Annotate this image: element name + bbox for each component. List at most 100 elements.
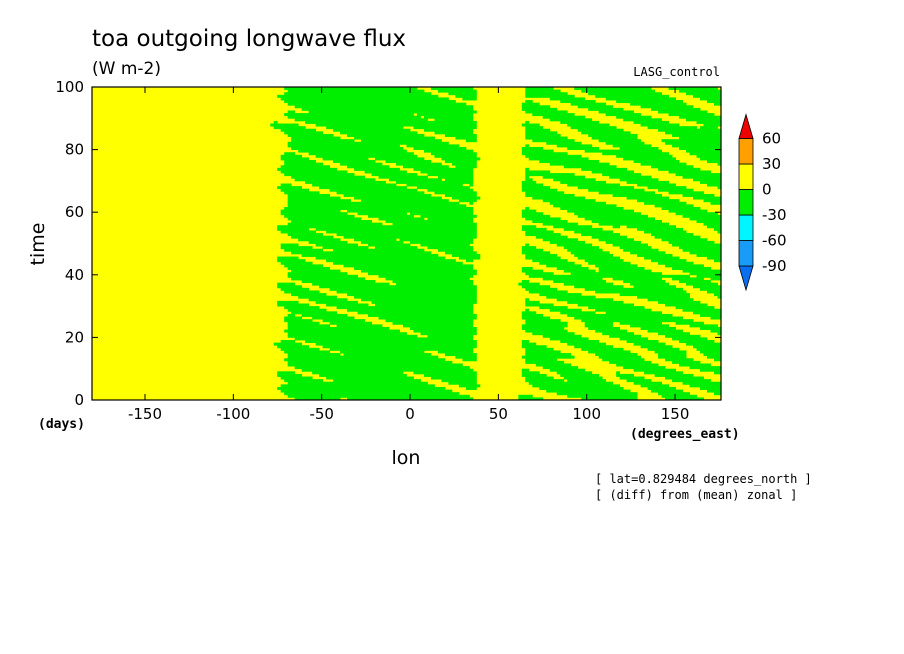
field-cell [707, 183, 722, 187]
field-cell [280, 243, 299, 247]
field-cell [525, 120, 530, 124]
field-cell [437, 248, 474, 252]
field-cell [458, 199, 477, 203]
field-cell [689, 251, 722, 255]
field-cell [312, 371, 404, 375]
field-cell [336, 306, 474, 310]
field-cell [308, 240, 348, 244]
field-cell [686, 282, 718, 286]
field-cell [287, 353, 341, 357]
field-cell [640, 105, 694, 109]
field-cell [577, 214, 649, 218]
field-cell [672, 360, 701, 364]
field-cell [714, 102, 722, 106]
x-tick-label: 150 [661, 405, 690, 423]
field-cell [347, 165, 390, 169]
field-cell [277, 345, 310, 349]
field-cell [409, 240, 474, 244]
field-cell [521, 371, 540, 375]
field-cell [581, 233, 621, 237]
field-cell [574, 345, 614, 349]
field-cell [406, 183, 463, 187]
field-cell [672, 144, 722, 148]
field-cell [567, 300, 624, 304]
field-cell [602, 358, 645, 362]
field-cell [301, 253, 439, 257]
field-cell [553, 225, 593, 229]
field-cell [616, 115, 652, 119]
field-cell [340, 131, 418, 135]
field-cell [532, 384, 621, 388]
field-cell [287, 272, 348, 276]
field-cell [623, 157, 676, 161]
field-cell [409, 326, 477, 330]
field-cell [277, 256, 299, 260]
field-cell [280, 347, 320, 351]
field-cell [465, 139, 477, 143]
colorbar: -90 -60 -30 0 30 60 [738, 113, 787, 292]
field-cell [549, 118, 593, 122]
field-cell [584, 149, 662, 153]
field-cell [284, 152, 296, 156]
field-cell [696, 347, 722, 351]
field-cell [609, 334, 642, 338]
field-cell [291, 175, 365, 179]
field-cell [298, 295, 338, 299]
field-cell [277, 373, 303, 377]
field-cell [567, 146, 600, 150]
field-cell [354, 238, 397, 242]
field-cell [521, 266, 533, 270]
field-cell [651, 233, 694, 237]
field-cell [312, 183, 397, 187]
field-cell [693, 345, 722, 349]
field-cell [284, 392, 460, 396]
field-cell [333, 261, 463, 265]
field-cell [458, 256, 481, 260]
y-tick-label: 20 [65, 328, 84, 346]
field-cell [700, 157, 722, 161]
field-cell [413, 126, 477, 130]
field-cell [525, 128, 551, 132]
field-cell [518, 394, 533, 398]
field-cell [305, 120, 477, 124]
field-cell [525, 100, 533, 104]
field-cell [451, 162, 477, 166]
field-cell [336, 233, 477, 237]
field-cell [291, 269, 341, 273]
field-cell [556, 243, 593, 247]
field-cell [644, 256, 680, 260]
field-cell [689, 366, 722, 370]
field-cell [693, 311, 722, 315]
field-cell [427, 217, 474, 221]
plot-area [91, 86, 722, 401]
field-cell [647, 126, 697, 130]
field-cell [570, 102, 607, 106]
field-cell [305, 340, 477, 344]
field-cell [287, 141, 449, 145]
field-cell [284, 290, 320, 294]
field-cell [651, 165, 694, 169]
field-cell [277, 94, 439, 98]
field-cell [420, 170, 474, 174]
field-cell [521, 324, 568, 328]
field-cell [598, 266, 645, 270]
field-cell [546, 141, 582, 145]
field-cell [308, 110, 477, 114]
field-cell [462, 358, 477, 362]
field-cell [287, 199, 351, 203]
field-cell [700, 126, 718, 130]
chart-title: toa outgoing longwave flux [92, 26, 406, 52]
colorbar-segment [738, 240, 754, 267]
field-cell [291, 220, 372, 224]
field-cell [416, 186, 470, 190]
field-cell [581, 167, 628, 171]
field-cell [340, 162, 383, 166]
y-tick-label: 60 [65, 203, 84, 221]
field-cell [277, 167, 338, 171]
field-cell [423, 128, 474, 132]
field-cell [525, 233, 561, 237]
field-cell [675, 306, 715, 310]
x-axis-label: lon [392, 447, 421, 469]
field-cell [598, 355, 642, 359]
field-cell [451, 253, 481, 257]
